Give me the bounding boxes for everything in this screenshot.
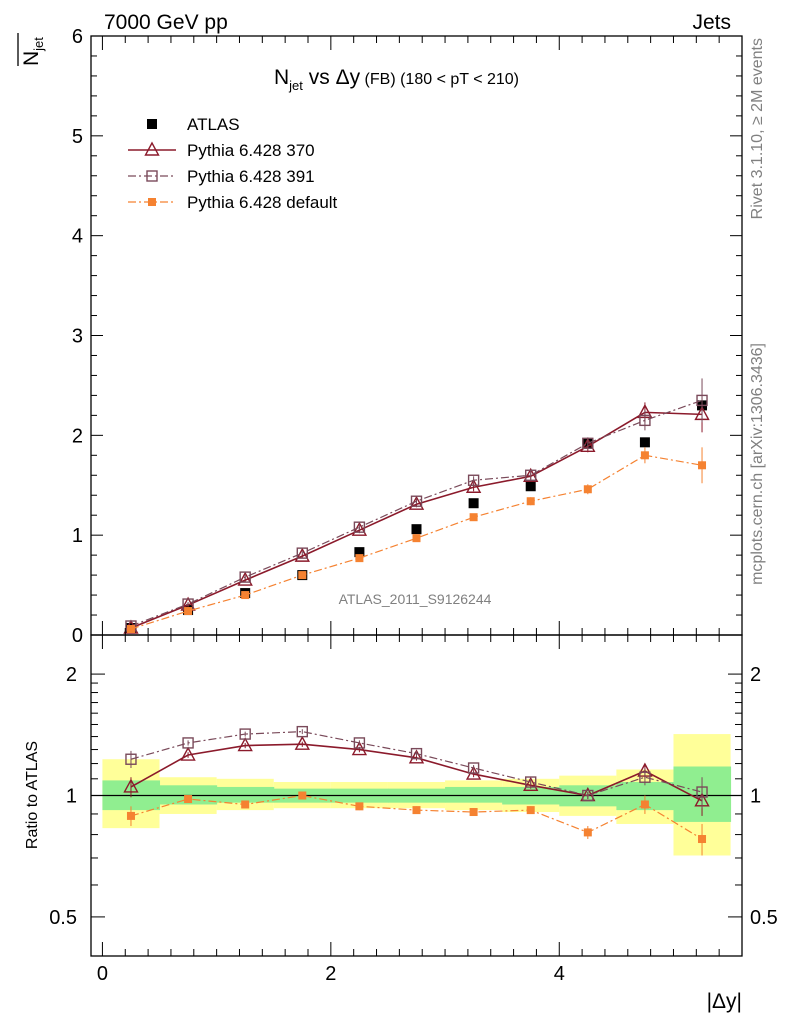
y-tick-label: 5 <box>72 126 83 148</box>
main-ylabel: Njet <box>17 33 46 66</box>
marker-square-small <box>148 198 156 206</box>
svg-text:Njet: Njet <box>20 37 46 66</box>
marker-square-open <box>353 737 366 749</box>
marker-square-filled <box>468 498 479 509</box>
y-tick-label: 6 <box>72 26 83 48</box>
mcplots-source-label: mcplots.cern.ch [arXiv:1306.3436] <box>749 343 766 585</box>
marker-square-filled <box>411 524 422 535</box>
data-marks <box>123 378 710 856</box>
marker-square-open <box>146 170 158 182</box>
ratio-band-green <box>216 786 275 803</box>
marker-triangle-open <box>237 571 253 586</box>
marker-square-open <box>696 394 708 407</box>
marker-square-small <box>412 534 421 543</box>
marker-square-open <box>410 747 423 760</box>
marker-square-open <box>125 753 137 765</box>
legend-label: Pythia 6.428 391 <box>187 167 315 186</box>
y-tick-label: 2 <box>72 425 83 447</box>
ratio-band-green <box>445 786 503 803</box>
ratio-y-tick-label: 2 <box>66 664 77 686</box>
analysis-watermark: ATLAS_2011_S9126244 <box>339 591 492 607</box>
legend-label: Pythia 6.428 default <box>187 193 338 212</box>
marker-square-open <box>410 495 423 507</box>
marker-square-filled <box>147 119 157 129</box>
marker-square-filled <box>639 437 650 448</box>
ratio-y-tick-label-right: 1 <box>750 786 761 808</box>
main-title: Njet vs Δy (FB) (180 < pT < 210) <box>274 66 519 93</box>
marker-square-open <box>239 571 251 583</box>
marker-square-small <box>698 461 707 470</box>
ratio-y-tick-label: 1 <box>66 786 77 808</box>
plot-frames: 0 1 2 3 4 5 6 0 2 4 0.5 0.5 1 1 2 2 <box>49 26 778 985</box>
marker-square-open <box>296 725 308 738</box>
marker-square-filled <box>525 481 536 492</box>
marker-square-open <box>525 469 537 481</box>
marker-triangle-open <box>408 749 425 764</box>
marker-square-open <box>239 728 251 740</box>
x-tick-label: 2 <box>325 963 336 985</box>
marker-square-open <box>525 776 537 788</box>
marker-triangle-open <box>523 776 539 791</box>
marker-square-filled <box>354 547 365 558</box>
y-tick-label: 4 <box>72 226 83 248</box>
marker-triangle-open <box>123 778 139 793</box>
marker-square-open <box>639 414 651 427</box>
marker-square-open <box>696 786 708 798</box>
rivet-version-label: Rivet 3.1.10, ≥ 2M events <box>749 38 766 219</box>
header-energy-label: 7000 GeV pp <box>104 11 228 34</box>
marker-square-small <box>526 497 535 506</box>
ylabel-n: N <box>20 51 43 66</box>
marker-square-small <box>126 625 135 634</box>
y-tick-label: 1 <box>72 525 83 547</box>
marker-square-small <box>355 802 364 811</box>
ratio-y-tick-label-right: 2 <box>750 664 761 686</box>
marker-square-open <box>582 789 594 802</box>
marker-triangle-open <box>180 746 196 761</box>
marker-square-small <box>698 835 707 844</box>
legend: ATLAS Pythia 6.428 370 Pythia 6.428 391 Pyt… <box>128 115 338 212</box>
marker-square-open <box>182 737 194 749</box>
x-tick-label: 0 <box>97 963 108 985</box>
marker-triangle-open <box>144 141 160 156</box>
marker-square-open <box>639 771 651 783</box>
marker-square-small <box>184 795 193 804</box>
x-tick-label: 4 <box>554 963 565 985</box>
marker-square-small <box>126 811 135 820</box>
marker-square-small <box>583 485 592 494</box>
marker-square-small <box>298 791 307 800</box>
marker-square-open <box>353 521 366 533</box>
marker-square-small <box>355 554 364 563</box>
legend-label: Pythia 6.428 370 <box>187 141 315 160</box>
marker-triangle-open <box>523 467 539 482</box>
marker-triangle-open <box>465 478 482 493</box>
ratio-ylabel: Ratio to ATLAS <box>24 741 41 849</box>
marker-square-small <box>640 451 649 460</box>
y-tick-label: 0 <box>72 625 83 647</box>
marker-square-small <box>469 513 478 522</box>
marker-square-small <box>241 591 250 600</box>
marker-square-open <box>467 762 480 774</box>
marker-triangle-open <box>237 737 253 752</box>
marker-square-small <box>241 800 250 809</box>
ratio-y-tick-label-right: 0.5 <box>750 907 778 929</box>
marker-square-open <box>582 437 594 450</box>
ratio-plot-area <box>91 734 742 856</box>
marker-triangle-open <box>294 735 310 750</box>
y-tick-label: 3 <box>72 326 83 348</box>
marker-square-small <box>412 806 421 815</box>
marker-square-small <box>526 806 535 815</box>
header-category-label: Jets <box>692 11 731 34</box>
ylabel-sub: jet <box>31 37 46 52</box>
x-axis-label: |Δy| <box>707 990 742 1013</box>
marker-square-small <box>469 808 478 817</box>
marker-square-small <box>583 828 592 837</box>
legend-label: ATLAS <box>187 115 240 134</box>
marker-square-small <box>298 571 307 580</box>
marker-square-open <box>296 547 308 559</box>
marker-square-open <box>467 474 480 486</box>
ratio-y-tick-label: 0.5 <box>49 907 77 929</box>
marker-square-small <box>184 607 193 616</box>
marker-square-small <box>640 800 649 809</box>
